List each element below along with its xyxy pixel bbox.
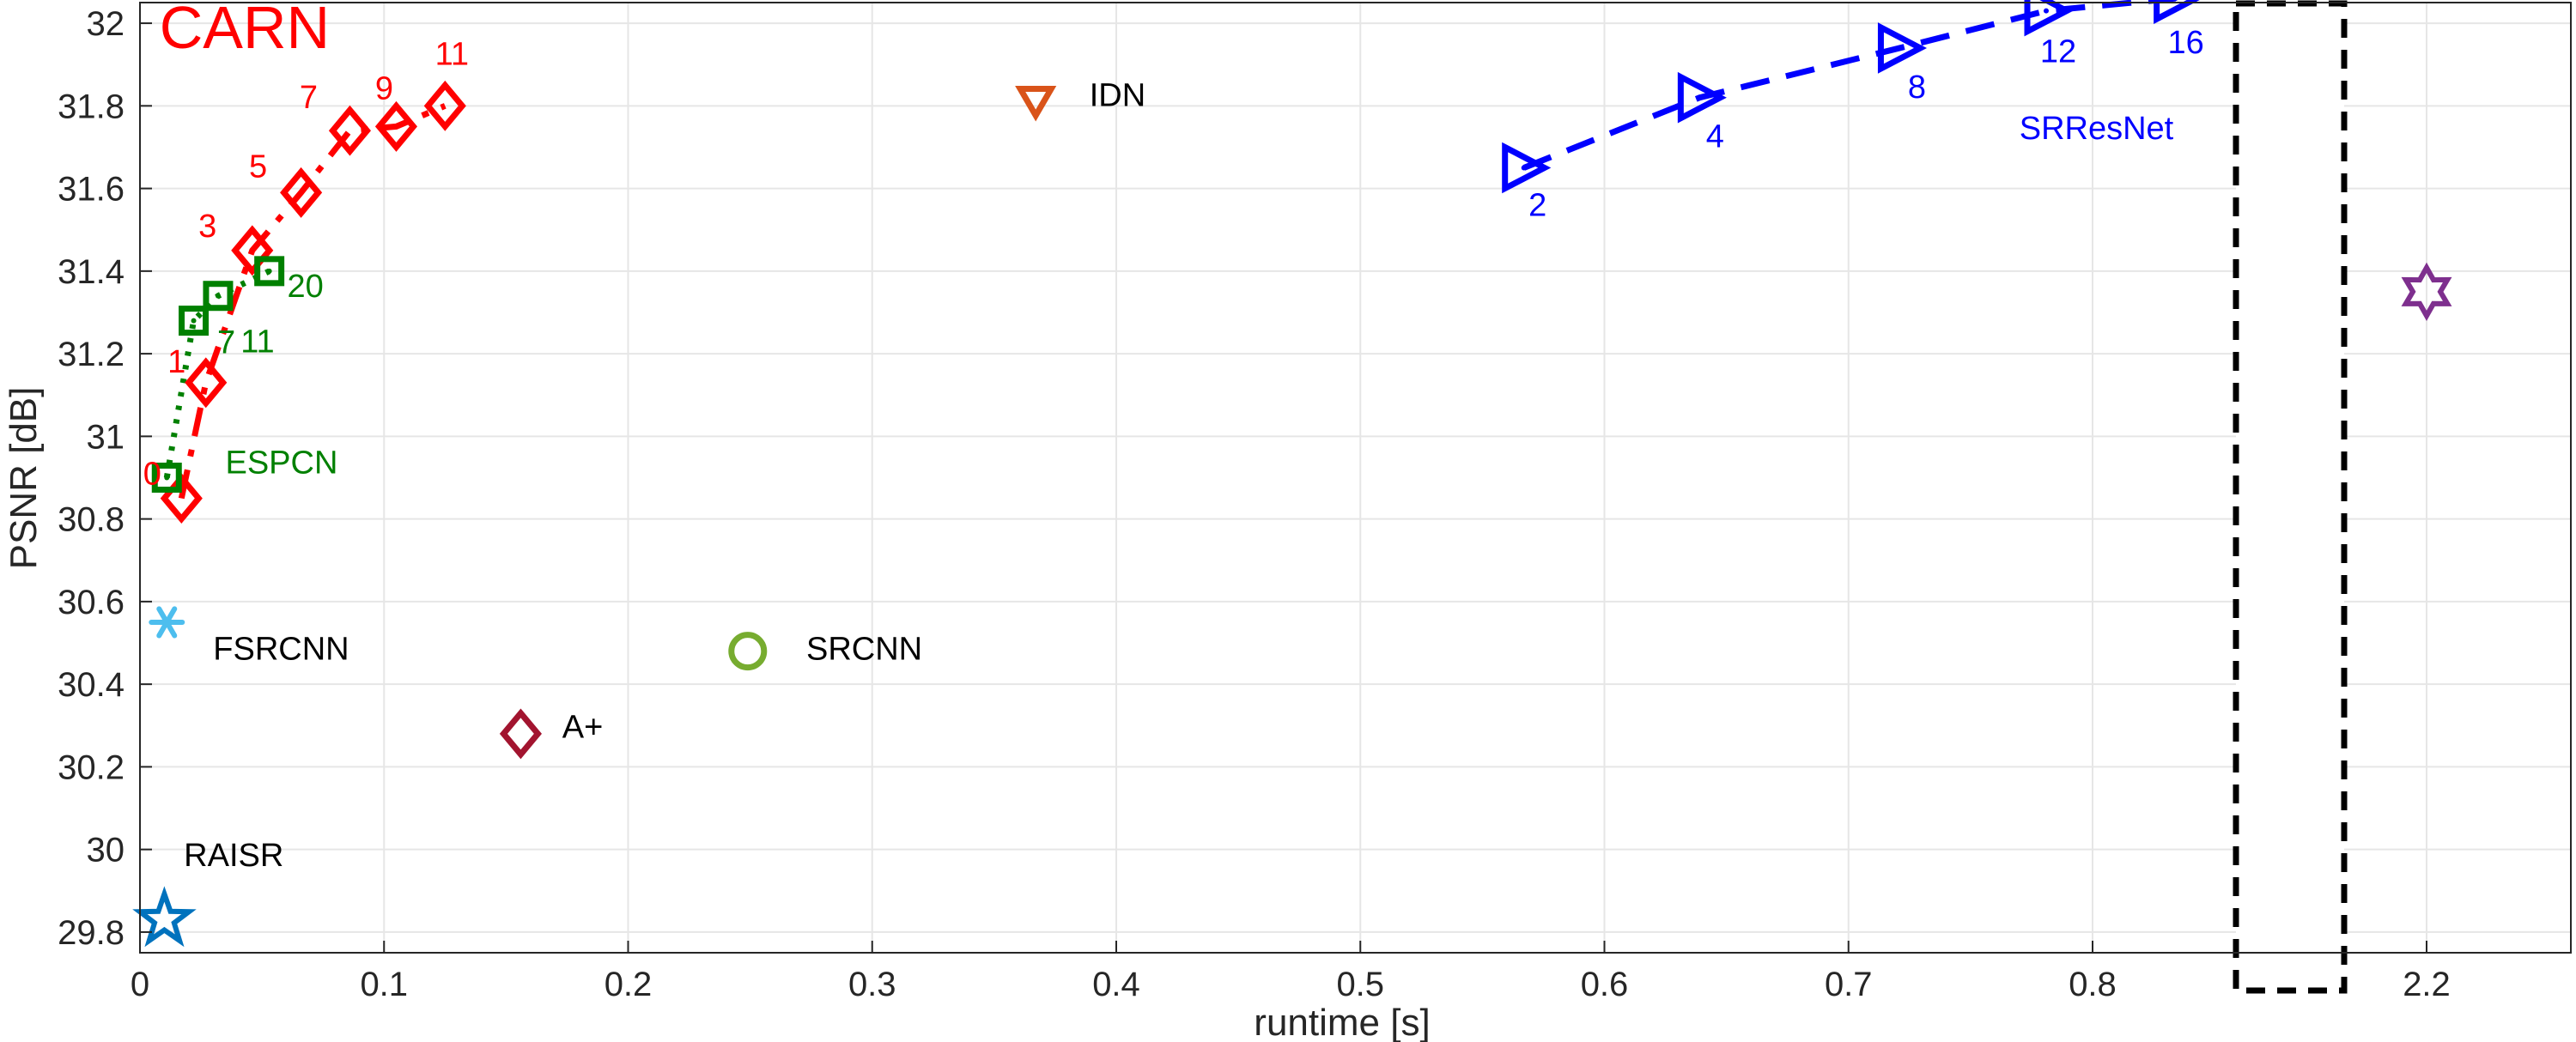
espcn-line <box>163 268 271 479</box>
y-tick-label: 30.2 <box>58 748 125 786</box>
srresnet-point-label: 4 <box>1706 119 1724 155</box>
a--annotation: A+ <box>562 710 604 746</box>
y-tick-label: 30 <box>87 832 125 869</box>
fsrcnn-marker-stroke <box>156 606 178 639</box>
carn-point-label: 7 <box>300 80 318 116</box>
srresnet-marker <box>1502 142 1552 194</box>
carn-point-label: 3 <box>198 209 216 245</box>
carn-marker <box>185 357 228 409</box>
srresnet-marker-dot <box>1897 45 1903 51</box>
axis-break-box <box>2233 0 2348 994</box>
espcn-point-label: 20 <box>288 269 324 305</box>
x-tick-label: 2.2 <box>2403 966 2451 1003</box>
carn-point-label: 11 <box>435 36 469 72</box>
axis-break-mask <box>2236 3 2344 991</box>
carn-point-label: 1 <box>167 344 185 380</box>
y-tick-label: 32 <box>87 5 125 43</box>
srresnet-point-label: 16 <box>2168 25 2204 61</box>
data-marks <box>132 0 2452 948</box>
espcn-marker <box>151 463 182 493</box>
srresnet-annotation: SRResNet <box>2020 111 2174 147</box>
x-tick-label: 0.8 <box>2069 966 2117 1003</box>
srresnet-point-label: 12 <box>2040 34 2076 70</box>
x-tick-label: 0.1 <box>360 966 408 1003</box>
srresnet-marker-dot <box>2173 0 2178 2</box>
x-tick-label: 0 <box>131 966 149 1003</box>
plot-frame <box>139 2 2572 954</box>
srresnet-point-label: 2 <box>1528 188 1546 224</box>
espcn-marker-dot <box>215 293 221 299</box>
idn-marker <box>1015 86 1057 122</box>
grid <box>139 3 2571 953</box>
y-tick-label: 31.6 <box>58 171 125 209</box>
carn-marker <box>280 167 323 218</box>
srresnet-point-label: 8 <box>1908 70 1926 106</box>
espcn-marker <box>179 306 210 336</box>
carn-point-label: 5 <box>249 148 267 185</box>
carn-marker <box>328 105 372 156</box>
srresnet-marker <box>1877 22 1928 74</box>
espcn-marker-dot <box>191 318 197 324</box>
axis-break-marker <box>2233 0 2348 994</box>
srresnet-marker-dot <box>2043 8 2049 14</box>
carn-annotation: CARN <box>160 0 330 61</box>
y-tick-label: 31.8 <box>58 88 125 125</box>
idn-annotation: IDN <box>1090 77 1145 113</box>
x-tick-label: 0.6 <box>1581 966 1629 1003</box>
series-lines <box>163 0 2176 500</box>
srresnet-marker <box>2154 0 2200 24</box>
fsrcnn-marker <box>149 606 185 639</box>
espcn-marker-dot <box>266 268 272 274</box>
carn-marker <box>423 80 466 131</box>
espcn-marker-dot <box>164 475 170 481</box>
y-tick-label: 31 <box>87 418 125 456</box>
x-tick-label: 0.2 <box>605 966 653 1003</box>
a--marker <box>499 708 542 760</box>
y-tick-label: 29.8 <box>58 914 125 952</box>
raisr-marker <box>132 886 197 948</box>
espcn-annotation: ESPCN <box>225 445 337 482</box>
vdsr-marker <box>2401 262 2452 321</box>
espcn-marker <box>254 256 285 287</box>
srresnet-marker-dot <box>1521 165 1527 171</box>
srresnet-marker <box>1677 71 1727 124</box>
y-axis-title: PSNR [dB] <box>3 387 45 570</box>
y-tick-label: 30.8 <box>58 501 125 539</box>
srcnn-annotation: SRCNN <box>806 631 922 667</box>
carn-line <box>178 103 447 500</box>
x-tick-label: 0.3 <box>848 966 896 1003</box>
y-tick-label: 31.2 <box>58 336 125 373</box>
x-tick-label: 0.4 <box>1092 966 1140 1003</box>
y-tick-label: 30.6 <box>58 584 125 621</box>
carn-point-label: 0 <box>143 457 161 493</box>
carn-point-label: 9 <box>375 70 393 106</box>
srresnet-marker <box>2024 0 2074 37</box>
fsrcnn-annotation: FSRCNN <box>213 631 349 667</box>
srcnn-marker <box>728 632 768 671</box>
carn-marker <box>231 225 274 276</box>
x-axis-title: runtime [s] <box>1254 1002 1430 1042</box>
srresnet-marker-dot <box>1697 94 1703 100</box>
espcn-point-label: 11 <box>240 324 274 360</box>
raisr-annotation: RAISR <box>184 838 283 874</box>
x-tick-label: 0.7 <box>1825 966 1873 1003</box>
y-tick-label: 31.4 <box>58 253 125 291</box>
axes: 0 0.1 0.2 0.3 0.4 0.5 0.6 0.7 0.8 2.229.83030.230… <box>58 2 2572 1003</box>
espcn-marker <box>203 281 234 312</box>
carn-marker <box>374 100 418 152</box>
x-tick-label: 0.5 <box>1336 966 1384 1003</box>
y-tick-label: 30.4 <box>58 666 125 704</box>
espcn-point-label: 7 <box>217 325 235 361</box>
